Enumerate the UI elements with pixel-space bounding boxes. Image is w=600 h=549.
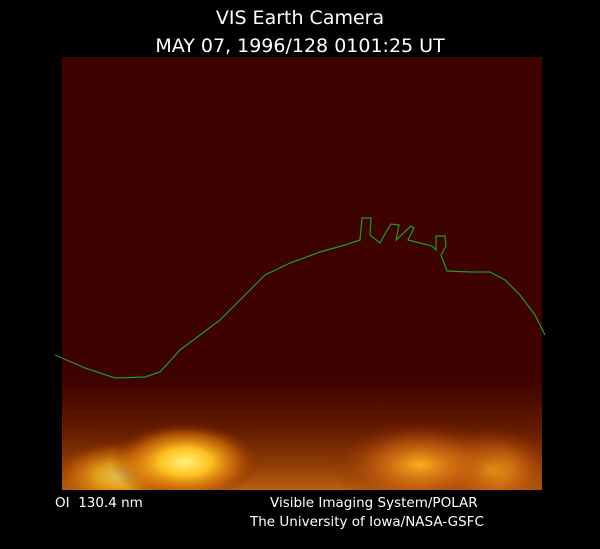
title: VIS Earth Camera [216, 7, 384, 29]
coastline [54, 217, 546, 379]
instrument-label: Visible Imaging System/POLAR [270, 495, 478, 511]
image [62, 57, 542, 490]
filter-label: OI 130.4 nm [55, 495, 143, 511]
timestamp: MAY 07, 1996/128 0101:25 UT [155, 35, 445, 57]
institution-label: The University of Iowa/NASA-GSFC [249, 514, 484, 530]
